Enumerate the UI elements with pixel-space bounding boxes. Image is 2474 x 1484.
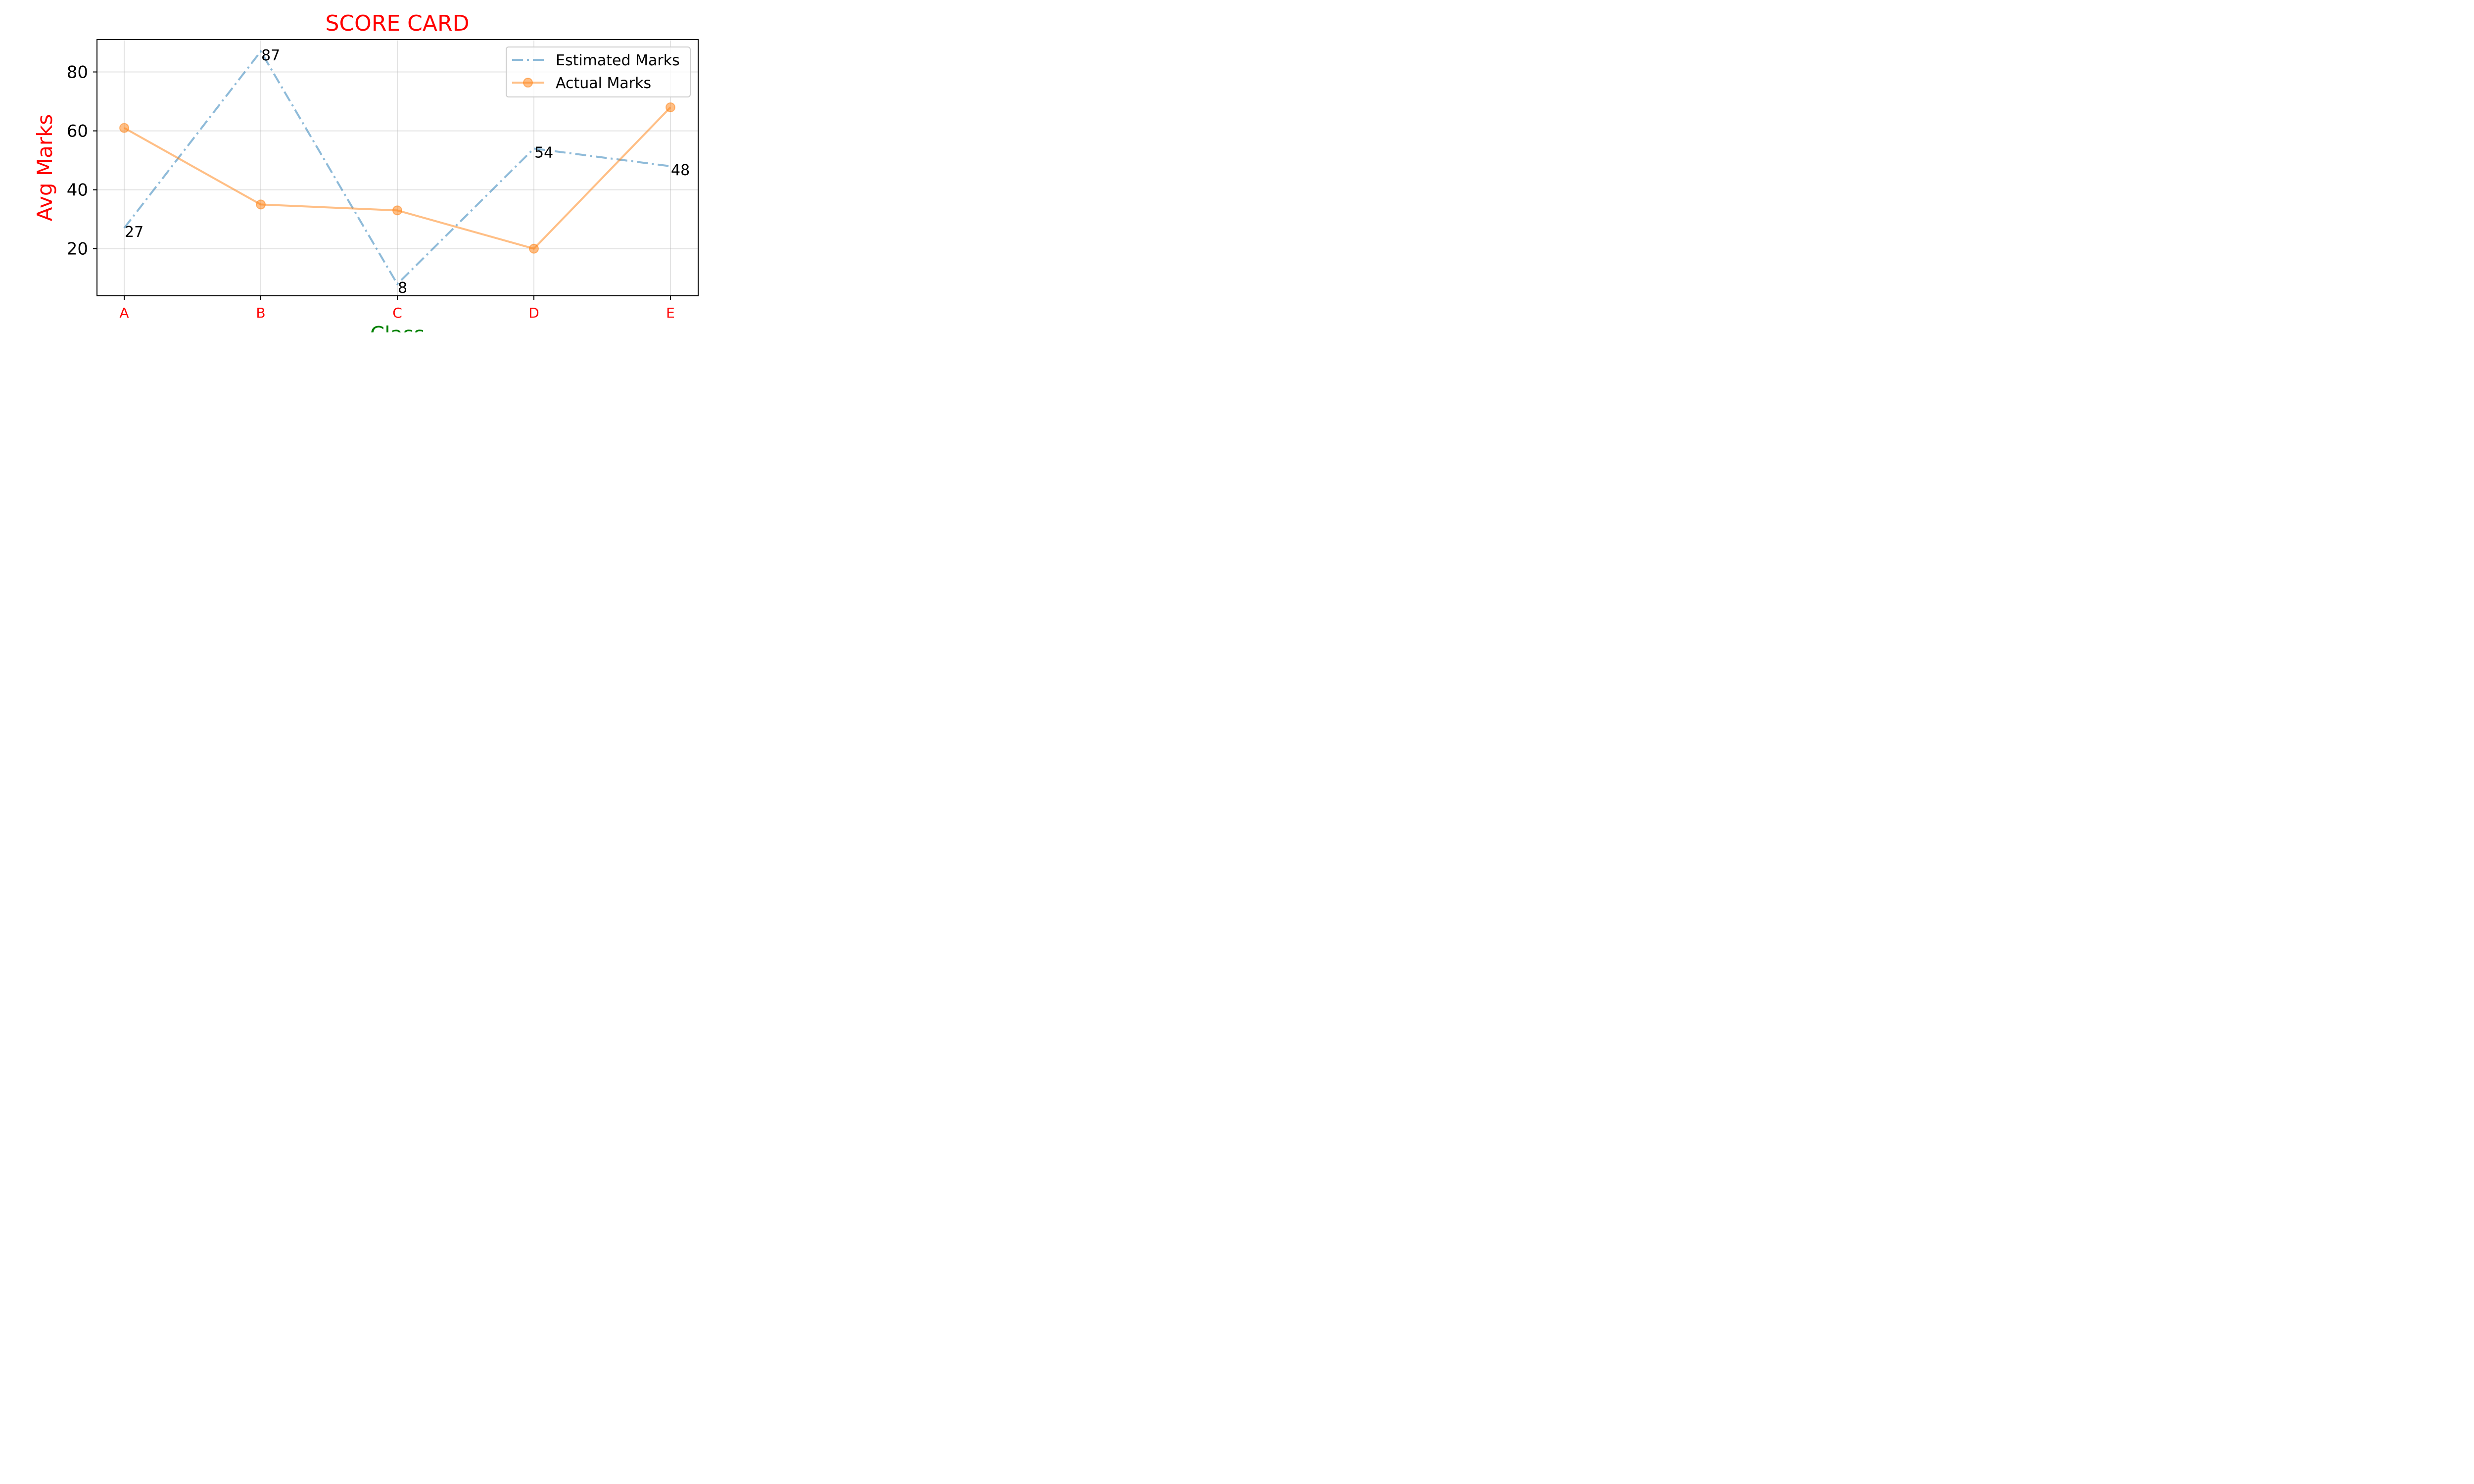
x-tick-label: D: [528, 305, 539, 321]
data-label: 54: [534, 144, 553, 161]
x-tick-label: B: [256, 305, 265, 321]
data-point: [529, 243, 539, 254]
data-labels: 27 87 8 54 48: [125, 47, 690, 297]
data-label: 87: [261, 47, 280, 64]
data-point: [119, 123, 129, 133]
y-tick-label: 20: [67, 239, 88, 259]
chart-title: SCORE CARD: [326, 11, 470, 36]
data-label: 8: [398, 279, 407, 297]
legend-label-actual: Actual Marks: [556, 75, 651, 92]
data-point: [256, 199, 266, 210]
series-line-0: [123, 49, 671, 286]
x-tick-label: C: [392, 305, 402, 321]
data-point: [666, 102, 675, 112]
y-tick-label: 60: [67, 122, 88, 141]
axis-ticks: A B C D E 20 40 60 80: [67, 62, 675, 321]
plot-frame: [96, 39, 699, 296]
legend-marker-actual: [523, 78, 533, 88]
legend-box: [506, 46, 691, 97]
chart: SCORE CARD Avg Marks Class A B C D E 20 40 60 80…: [33, 11, 699, 332]
series-lines: [119, 49, 675, 286]
data-label: 48: [671, 162, 690, 179]
legend-label-estimated: Estimated Marks: [556, 52, 680, 69]
x-axis-label: Class: [370, 322, 425, 332]
legend: Estimated Marks Actual Marks: [506, 46, 691, 97]
x-tick-label: E: [666, 305, 675, 321]
data-point: [392, 205, 402, 216]
y-tick-label: 80: [67, 62, 88, 82]
x-tick-label: A: [119, 305, 129, 321]
y-tick-label: 40: [67, 181, 88, 200]
data-label: 27: [125, 224, 143, 241]
y-axis-label: Avg Marks: [33, 114, 57, 222]
